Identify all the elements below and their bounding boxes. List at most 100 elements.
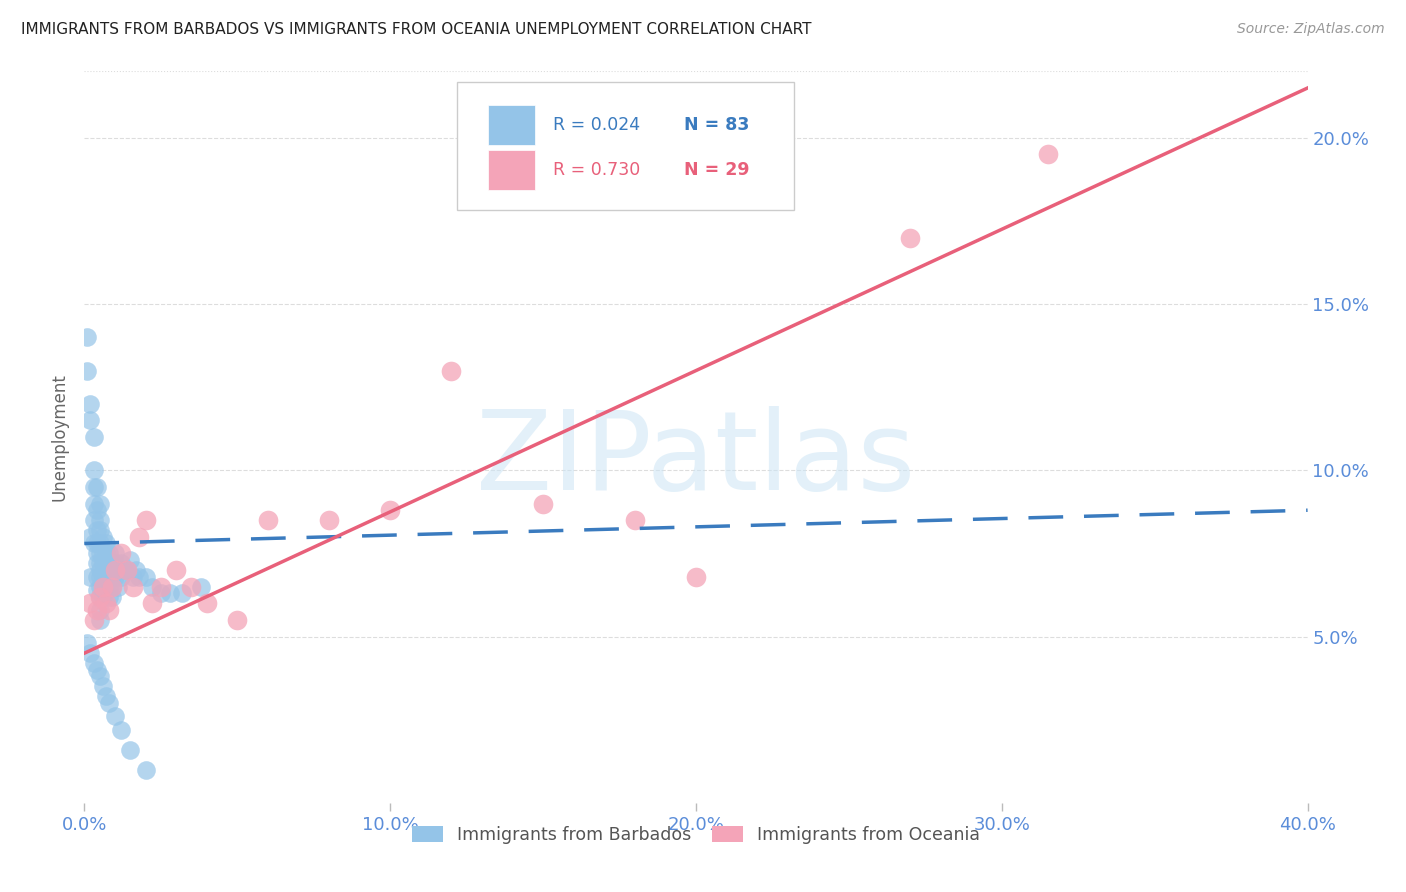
Point [1036, 147, 1059, 161]
Point [89, 546, 111, 560]
Point [115, 563, 138, 577]
Point [83, 536, 105, 550]
Point [91, 680, 114, 694]
FancyBboxPatch shape [488, 150, 534, 190]
Point [110, 546, 132, 560]
Point [122, 570, 145, 584]
Point [531, 497, 554, 511]
Point [97, 603, 120, 617]
Point [89, 590, 111, 604]
Point [89, 557, 111, 571]
Point [76, 330, 98, 344]
Point [101, 570, 124, 584]
Point [104, 709, 127, 723]
Point [165, 563, 187, 577]
Point [83, 463, 105, 477]
Point [94, 582, 117, 597]
Point [101, 557, 124, 571]
Point [141, 596, 163, 610]
Point [318, 513, 340, 527]
Point [89, 497, 111, 511]
Point [79, 596, 101, 610]
Point [141, 580, 163, 594]
Y-axis label: Unemployment: Unemployment [51, 373, 69, 501]
Point [89, 669, 111, 683]
Point [86, 582, 108, 597]
Point [97, 546, 120, 560]
Point [89, 523, 111, 537]
Point [440, 363, 463, 377]
Point [83, 430, 105, 444]
Point [97, 590, 120, 604]
Text: ZIPatlas: ZIPatlas [477, 406, 915, 513]
Point [115, 563, 138, 577]
Point [122, 580, 145, 594]
Point [97, 580, 120, 594]
Point [110, 723, 132, 737]
Point [91, 530, 114, 544]
Point [101, 580, 124, 594]
Point [94, 570, 117, 584]
Point [190, 580, 212, 594]
Point [107, 580, 129, 594]
Point [159, 586, 181, 600]
Point [91, 546, 114, 560]
Point [86, 523, 108, 537]
Point [86, 546, 108, 560]
Point [120, 553, 142, 567]
Point [195, 596, 218, 610]
Point [79, 413, 101, 427]
Point [83, 480, 105, 494]
Point [257, 513, 280, 527]
FancyBboxPatch shape [457, 82, 794, 211]
Point [172, 586, 194, 600]
Point [89, 570, 111, 584]
Point [94, 546, 117, 560]
Point [91, 580, 114, 594]
Point [128, 570, 150, 584]
Point [104, 570, 127, 584]
Point [104, 563, 127, 577]
Point [898, 230, 921, 244]
Point [86, 603, 108, 617]
Point [79, 646, 101, 660]
Text: N = 29: N = 29 [683, 161, 749, 179]
Point [83, 513, 105, 527]
Point [76, 636, 98, 650]
Text: R = 0.024: R = 0.024 [553, 116, 640, 134]
Point [83, 613, 105, 627]
Point [104, 546, 127, 560]
Point [86, 663, 108, 677]
Point [86, 503, 108, 517]
Point [91, 590, 114, 604]
Point [79, 570, 101, 584]
Point [89, 513, 111, 527]
Point [91, 570, 114, 584]
Point [180, 580, 202, 594]
Point [107, 563, 129, 577]
Point [125, 563, 148, 577]
Point [97, 570, 120, 584]
FancyBboxPatch shape [488, 104, 534, 145]
Point [89, 536, 111, 550]
Point [112, 563, 135, 577]
Point [149, 586, 172, 600]
Point [91, 557, 114, 571]
Point [79, 530, 101, 544]
Point [91, 580, 114, 594]
Point [128, 530, 150, 544]
Point [76, 363, 98, 377]
Point [685, 570, 707, 584]
Point [89, 613, 111, 627]
Point [226, 613, 249, 627]
Point [97, 557, 120, 571]
Point [86, 480, 108, 494]
Point [89, 590, 111, 604]
Point [101, 590, 124, 604]
Legend: Immigrants from Barbados, Immigrants from Oceania: Immigrants from Barbados, Immigrants fro… [406, 821, 986, 849]
Point [135, 763, 157, 777]
Point [83, 656, 105, 670]
Point [624, 513, 647, 527]
Point [94, 536, 117, 550]
Point [110, 570, 132, 584]
